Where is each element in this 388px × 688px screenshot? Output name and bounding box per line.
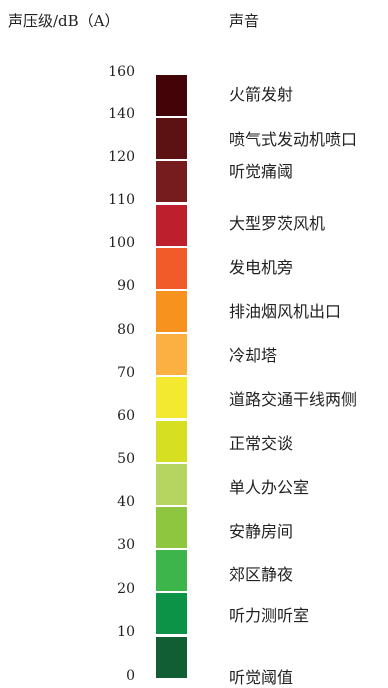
scale-tick-label: 30 [117,537,135,553]
scale-tick-label: 60 [117,408,135,424]
sound-source-label: 郊区静夜 [229,565,294,584]
sound-source-label: 单人办公室 [229,478,310,497]
scale-tick-label: 80 [117,322,135,338]
sound-source-label: 排油烟风机出口 [229,302,342,321]
scale-segment [156,248,187,289]
scale-tick-label: 90 [117,278,135,294]
sound-source-label: 大型罗茨风机 [229,214,326,233]
level-axis-header: 声压级/dB（A） [8,12,120,30]
scale-segment [156,291,187,332]
scale-segment [156,205,187,246]
scale-segment [156,161,187,202]
scale-segment [156,118,187,159]
scale-tick-label: 50 [117,451,135,467]
sound-source-label: 听觉痛阈 [229,162,294,181]
scale-segment [156,637,187,678]
scale-tick-label: 70 [117,365,135,381]
sound-source-label: 听觉阈值 [229,668,294,687]
scale-tick-label: 160 [108,64,135,80]
sound-source-label: 安静房间 [229,522,294,541]
sound-source-label: 发电机旁 [229,258,294,277]
scale-tick-label: 110 [108,192,135,208]
sound-source-label: 冷却塔 [229,346,278,365]
scale-segment [156,75,187,116]
scale-segment [156,550,187,591]
scale-tick-label: 10 [117,624,135,640]
scale-segment [156,421,187,462]
scale-segment [156,593,187,634]
sound-source-label: 正常交谈 [229,434,294,453]
sound-source-label: 火箭发射 [229,85,294,104]
scale-tick-label: 40 [117,494,135,510]
sound-column-header: 声音 [229,12,260,30]
scale-tick-label: 140 [108,106,135,122]
sound-source-label: 道路交通干线两侧 [229,390,358,409]
scale-segment [156,334,187,375]
scale-tick-label: 0 [126,668,135,684]
scale-segment [156,507,187,548]
sound-source-label: 喷气式发动机喷口 [229,130,358,149]
scale-tick-label: 20 [117,581,135,597]
scale-segment [156,377,187,418]
sound-source-label: 听力测听室 [229,606,310,625]
scale-segment [156,464,187,505]
scale-tick-label: 100 [108,235,135,251]
scale-tick-label: 120 [108,149,135,165]
